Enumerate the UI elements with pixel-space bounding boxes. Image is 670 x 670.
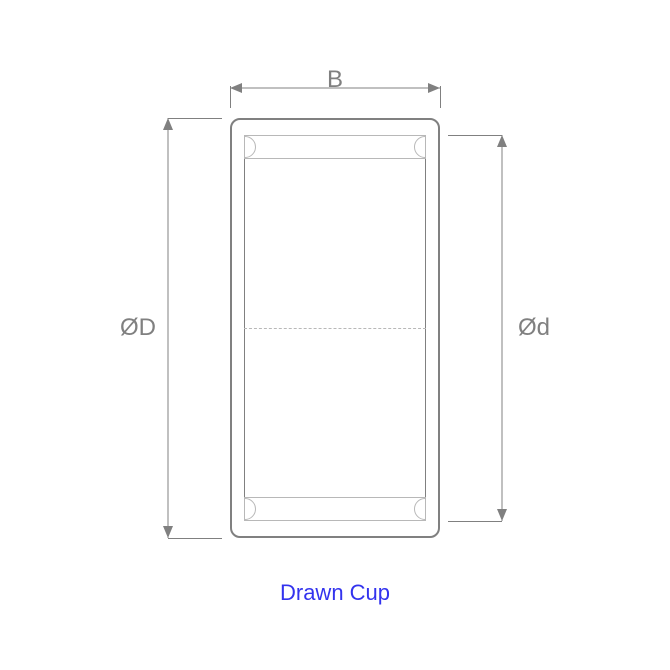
- dimension-B-extension-right: [440, 86, 441, 108]
- dimension-d-arrow-bottom: [497, 509, 507, 521]
- roller-top: [244, 135, 426, 159]
- dimension-D-arrow-top: [163, 118, 173, 130]
- dimension-D-extension-top: [168, 118, 222, 119]
- dimension-d-line: [502, 135, 503, 521]
- caption: Drawn Cup: [280, 580, 390, 606]
- dimension-D-line: [168, 118, 169, 538]
- dimension-B-arrow-left: [230, 83, 242, 93]
- centerline: [244, 328, 426, 329]
- label-D: ØD: [120, 314, 156, 342]
- label-B: B: [327, 66, 343, 94]
- dimension-d-extension-bottom: [448, 521, 502, 522]
- roller-bottom-end-right: [414, 498, 426, 520]
- roller-top-end-right: [414, 136, 426, 158]
- dimension-D-extension-bottom: [168, 538, 222, 539]
- roller-top-end-left: [244, 136, 256, 158]
- dimension-d-arrow-top: [497, 135, 507, 147]
- dimension-D-arrow-bottom: [163, 526, 173, 538]
- roller-bottom: [244, 497, 426, 521]
- roller-bottom-end-left: [244, 498, 256, 520]
- diagram-canvas: B ØD Ød Drawn Cup: [0, 0, 670, 670]
- dimension-B-arrow-right: [428, 83, 440, 93]
- label-d: Ød: [518, 314, 550, 342]
- dimension-d-extension-top: [448, 135, 502, 136]
